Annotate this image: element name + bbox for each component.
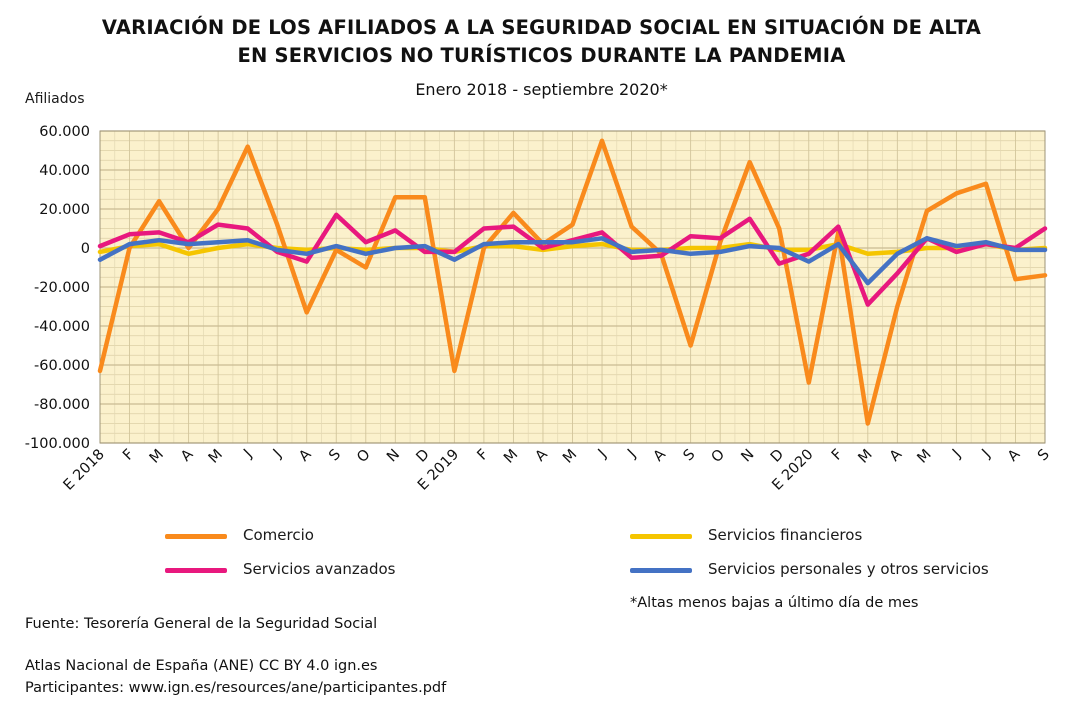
x-tick-label: M (501, 447, 521, 467)
x-tick-label: J (595, 447, 610, 462)
legend-item-servicios-financieros: Servicios financieros (630, 526, 1070, 546)
x-tick-label: A (296, 446, 314, 464)
x-tick-label: E 2018 (61, 447, 108, 494)
x-tick-label: J (949, 447, 964, 462)
y-axis-label: Afiliados (25, 91, 85, 107)
x-tick-label: A (178, 446, 196, 464)
x-tick-label: D (768, 447, 787, 466)
y-tick-label: 0 (81, 241, 90, 257)
x-tick-label: A (532, 446, 550, 464)
x-tick-label: F (120, 447, 137, 464)
x-tick-label: N (739, 447, 758, 466)
x-tick-label: M (915, 447, 935, 467)
x-tick-label: J (624, 447, 639, 462)
x-tick-label: S (681, 447, 699, 465)
y-tick-label: 60.000 (39, 124, 90, 140)
x-tick-label: J (270, 447, 285, 462)
x-tick-label: S (326, 447, 344, 465)
legend-label-servicios-personales: Servicios personales y otros servicios (708, 560, 989, 578)
chart-title-line1: VARIACIÓN DE LOS AFILIADOS A LA SEGURIDA… (101, 16, 982, 39)
y-tick-label: -40.000 (34, 319, 90, 335)
legend-swatch-servicios-avanzados (165, 568, 227, 573)
x-tick-label: A (651, 446, 669, 464)
legend-label-comercio: Comercio (243, 526, 314, 544)
credit-line-1: Atlas Nacional de España (ANE) CC BY 4.0… (25, 658, 378, 674)
series-line-servicios-personales-y-otros-servicios (97, 236, 1048, 286)
y-tick-label: -60.000 (34, 358, 90, 374)
credit-line-2: Participantes: www.ign.es/resources/ane/… (25, 680, 447, 696)
x-tick-label: F (475, 447, 492, 464)
y-tick-label: -100.000 (25, 436, 90, 452)
x-tick-label: M (855, 447, 875, 467)
series-line-comercio (97, 138, 1048, 426)
x-tick-label: M (560, 447, 580, 467)
chart-subtitle: Enero 2018 - septiembre 2020* (415, 80, 668, 99)
source-note: Fuente: Tesorería General de la Segurida… (25, 616, 378, 632)
x-tick-label: M (206, 447, 226, 467)
legend-swatch-comercio (165, 534, 227, 539)
x-tick-label: M (147, 447, 167, 467)
legend-swatch-servicios-personales (630, 568, 692, 573)
x-tick-label: N (384, 447, 403, 466)
legend-label-servicios-financieros: Servicios financieros (708, 526, 863, 544)
y-tick-label: 20.000 (39, 202, 90, 218)
plot-frame (99, 130, 1046, 444)
y-tick-label: 40.000 (39, 163, 90, 179)
y-tick-label: -80.000 (34, 397, 90, 413)
legend-item-servicios-personales: Servicios personales y otros servicios (630, 560, 1070, 580)
x-tick-label: D (413, 447, 432, 466)
x-tick-label: O (354, 447, 373, 466)
x-tick-label: O (709, 447, 728, 466)
x-tick-label: S (1035, 447, 1053, 465)
y-tick-label: -20.000 (34, 280, 90, 296)
chart-title-line2: EN SERVICIOS NO TURÍSTICOS DURANTE LA PA… (237, 44, 846, 67)
legend-label-servicios-avanzados: Servicios avanzados (243, 560, 396, 578)
x-tick-label: F (829, 447, 846, 464)
footnote: *Altas menos bajas a último día de mes (630, 595, 919, 611)
legend-item-comercio: Comercio (165, 526, 565, 546)
x-tick-label: A (887, 446, 905, 464)
x-tick-label: J (240, 447, 255, 462)
x-tick-label: A (1005, 446, 1023, 464)
legend-item-servicios-avanzados: Servicios avanzados (165, 560, 565, 580)
x-tick-label: J (979, 447, 994, 462)
legend-swatch-servicios-financieros (630, 534, 692, 539)
